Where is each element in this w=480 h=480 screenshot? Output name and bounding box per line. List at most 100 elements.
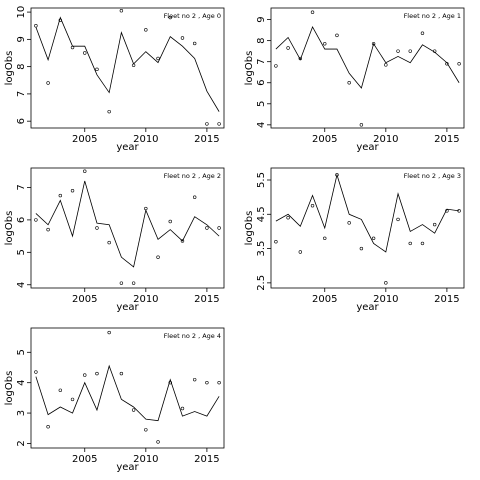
y-tick-label: 5: [16, 249, 27, 255]
y-axis-title: logObs: [244, 51, 255, 86]
y-tick-label: 6: [16, 217, 27, 223]
observation-point: [347, 221, 351, 225]
observation-point: [217, 226, 221, 230]
panel-title: Fleet no 2 , Age 2: [164, 172, 221, 180]
observation-point: [274, 240, 278, 244]
y-axis-title: logObs: [4, 51, 15, 86]
x-tick-label: 2005: [312, 134, 337, 145]
observation-point: [310, 10, 315, 14]
y-tick-label: 3: [16, 410, 27, 416]
observation-point: [46, 227, 50, 232]
x-tick-label: 2010: [133, 454, 158, 465]
panel-1: 2005 2010 2015 4 5 6 7 8 9 year logObs Fleet no 2 ,…: [244, 7, 465, 153]
plot-frame: [270, 167, 465, 289]
y-axis-title: logObs: [4, 371, 15, 406]
x-axis-title: year: [356, 302, 379, 313]
observation-point: [34, 24, 38, 28]
observation-point: [119, 9, 124, 13]
observation-point: [95, 371, 99, 376]
fitted-line: [35, 16, 220, 112]
observation-point: [34, 370, 38, 374]
observation-point: [95, 67, 99, 72]
observation-point: [131, 281, 136, 285]
observation-point: [168, 15, 172, 20]
x-tick-label: 2005: [72, 134, 97, 145]
observation-point: [46, 425, 50, 429]
observation-point: [34, 218, 38, 222]
x-tick-label: 2010: [373, 294, 398, 305]
y-tick-label: 4: [16, 379, 27, 385]
observation-point: [192, 377, 197, 382]
observation-point: [156, 440, 160, 444]
x-tick-label: 2015: [194, 134, 219, 145]
observation-point: [192, 41, 197, 46]
observation-point: [119, 371, 124, 376]
x-axis-title: year: [116, 142, 139, 153]
observation-point: [119, 281, 124, 285]
y-tick-label: 5: [16, 349, 27, 355]
observation-point: [286, 46, 290, 50]
plot-frame: [30, 7, 225, 129]
observation-point: [107, 109, 111, 114]
plot-frame: [270, 7, 465, 129]
panel-title: Fleet no 2 , Age 3: [404, 172, 461, 180]
observation-point: [274, 64, 278, 68]
fitted-line: [275, 173, 460, 253]
observation-point: [310, 204, 315, 208]
panel-title: Fleet no 2 , Age 0: [164, 12, 221, 20]
x-tick-label: 2015: [434, 134, 459, 145]
observation-point: [359, 246, 364, 251]
observation-point: [156, 56, 160, 61]
observation-point: [95, 226, 99, 230]
observation-point: [83, 169, 87, 173]
x-tick-label: 2010: [133, 294, 158, 305]
observation-point: [70, 189, 75, 193]
observation-point: [396, 217, 400, 222]
y-tick-label: 3.5: [256, 241, 267, 257]
panel-3: 2005 2010 2015 2.5 3.5 4.5 5.5 year logObs Fleet …: [244, 167, 465, 313]
observation-point: [83, 373, 87, 377]
observation-point: [420, 241, 425, 246]
y-axis-title: logObs: [4, 211, 15, 246]
y-tick-label: 7: [16, 91, 27, 97]
observation-point: [323, 42, 327, 46]
x-tick-label: 2015: [194, 294, 219, 305]
y-tick-label: 8: [256, 37, 267, 43]
observation-point: [180, 36, 185, 40]
y-tick-label: 2.5: [256, 275, 267, 291]
observation-point: [457, 62, 461, 66]
x-tick-label: 2010: [373, 134, 398, 145]
x-tick-label: 2005: [72, 454, 97, 465]
observation-point: [396, 49, 400, 53]
y-tick-label: 8: [16, 63, 27, 69]
observation-point: [180, 406, 185, 411]
x-axis-title: year: [356, 142, 379, 153]
y-tick-label: 6: [256, 80, 267, 86]
observation-point: [58, 388, 63, 392]
observation-point: [144, 428, 148, 432]
observation-point: [384, 63, 388, 67]
observation-point: [131, 408, 136, 412]
observation-point: [107, 330, 111, 335]
fitted-line: [35, 364, 220, 422]
plot-frame: [30, 327, 225, 449]
observation-point: [335, 33, 339, 38]
observation-point: [217, 122, 221, 126]
y-tick-label: 7: [16, 184, 27, 190]
observation-point: [205, 226, 209, 230]
observation-point: [359, 123, 364, 127]
observation-point: [432, 222, 437, 227]
observation-point: [205, 380, 209, 385]
observation-point: [83, 51, 87, 55]
y-tick-label: 4: [16, 282, 27, 288]
y-tick-label: 9: [16, 36, 27, 42]
observation-point: [371, 236, 376, 240]
observation-point: [408, 49, 412, 53]
observation-point: [298, 250, 303, 254]
observation-point: [205, 122, 209, 126]
y-axis-title: logObs: [244, 211, 255, 246]
panel-title: Fleet no 2 , Age 1: [404, 12, 461, 20]
observation-point: [70, 397, 75, 402]
x-axis-title: year: [116, 462, 139, 473]
